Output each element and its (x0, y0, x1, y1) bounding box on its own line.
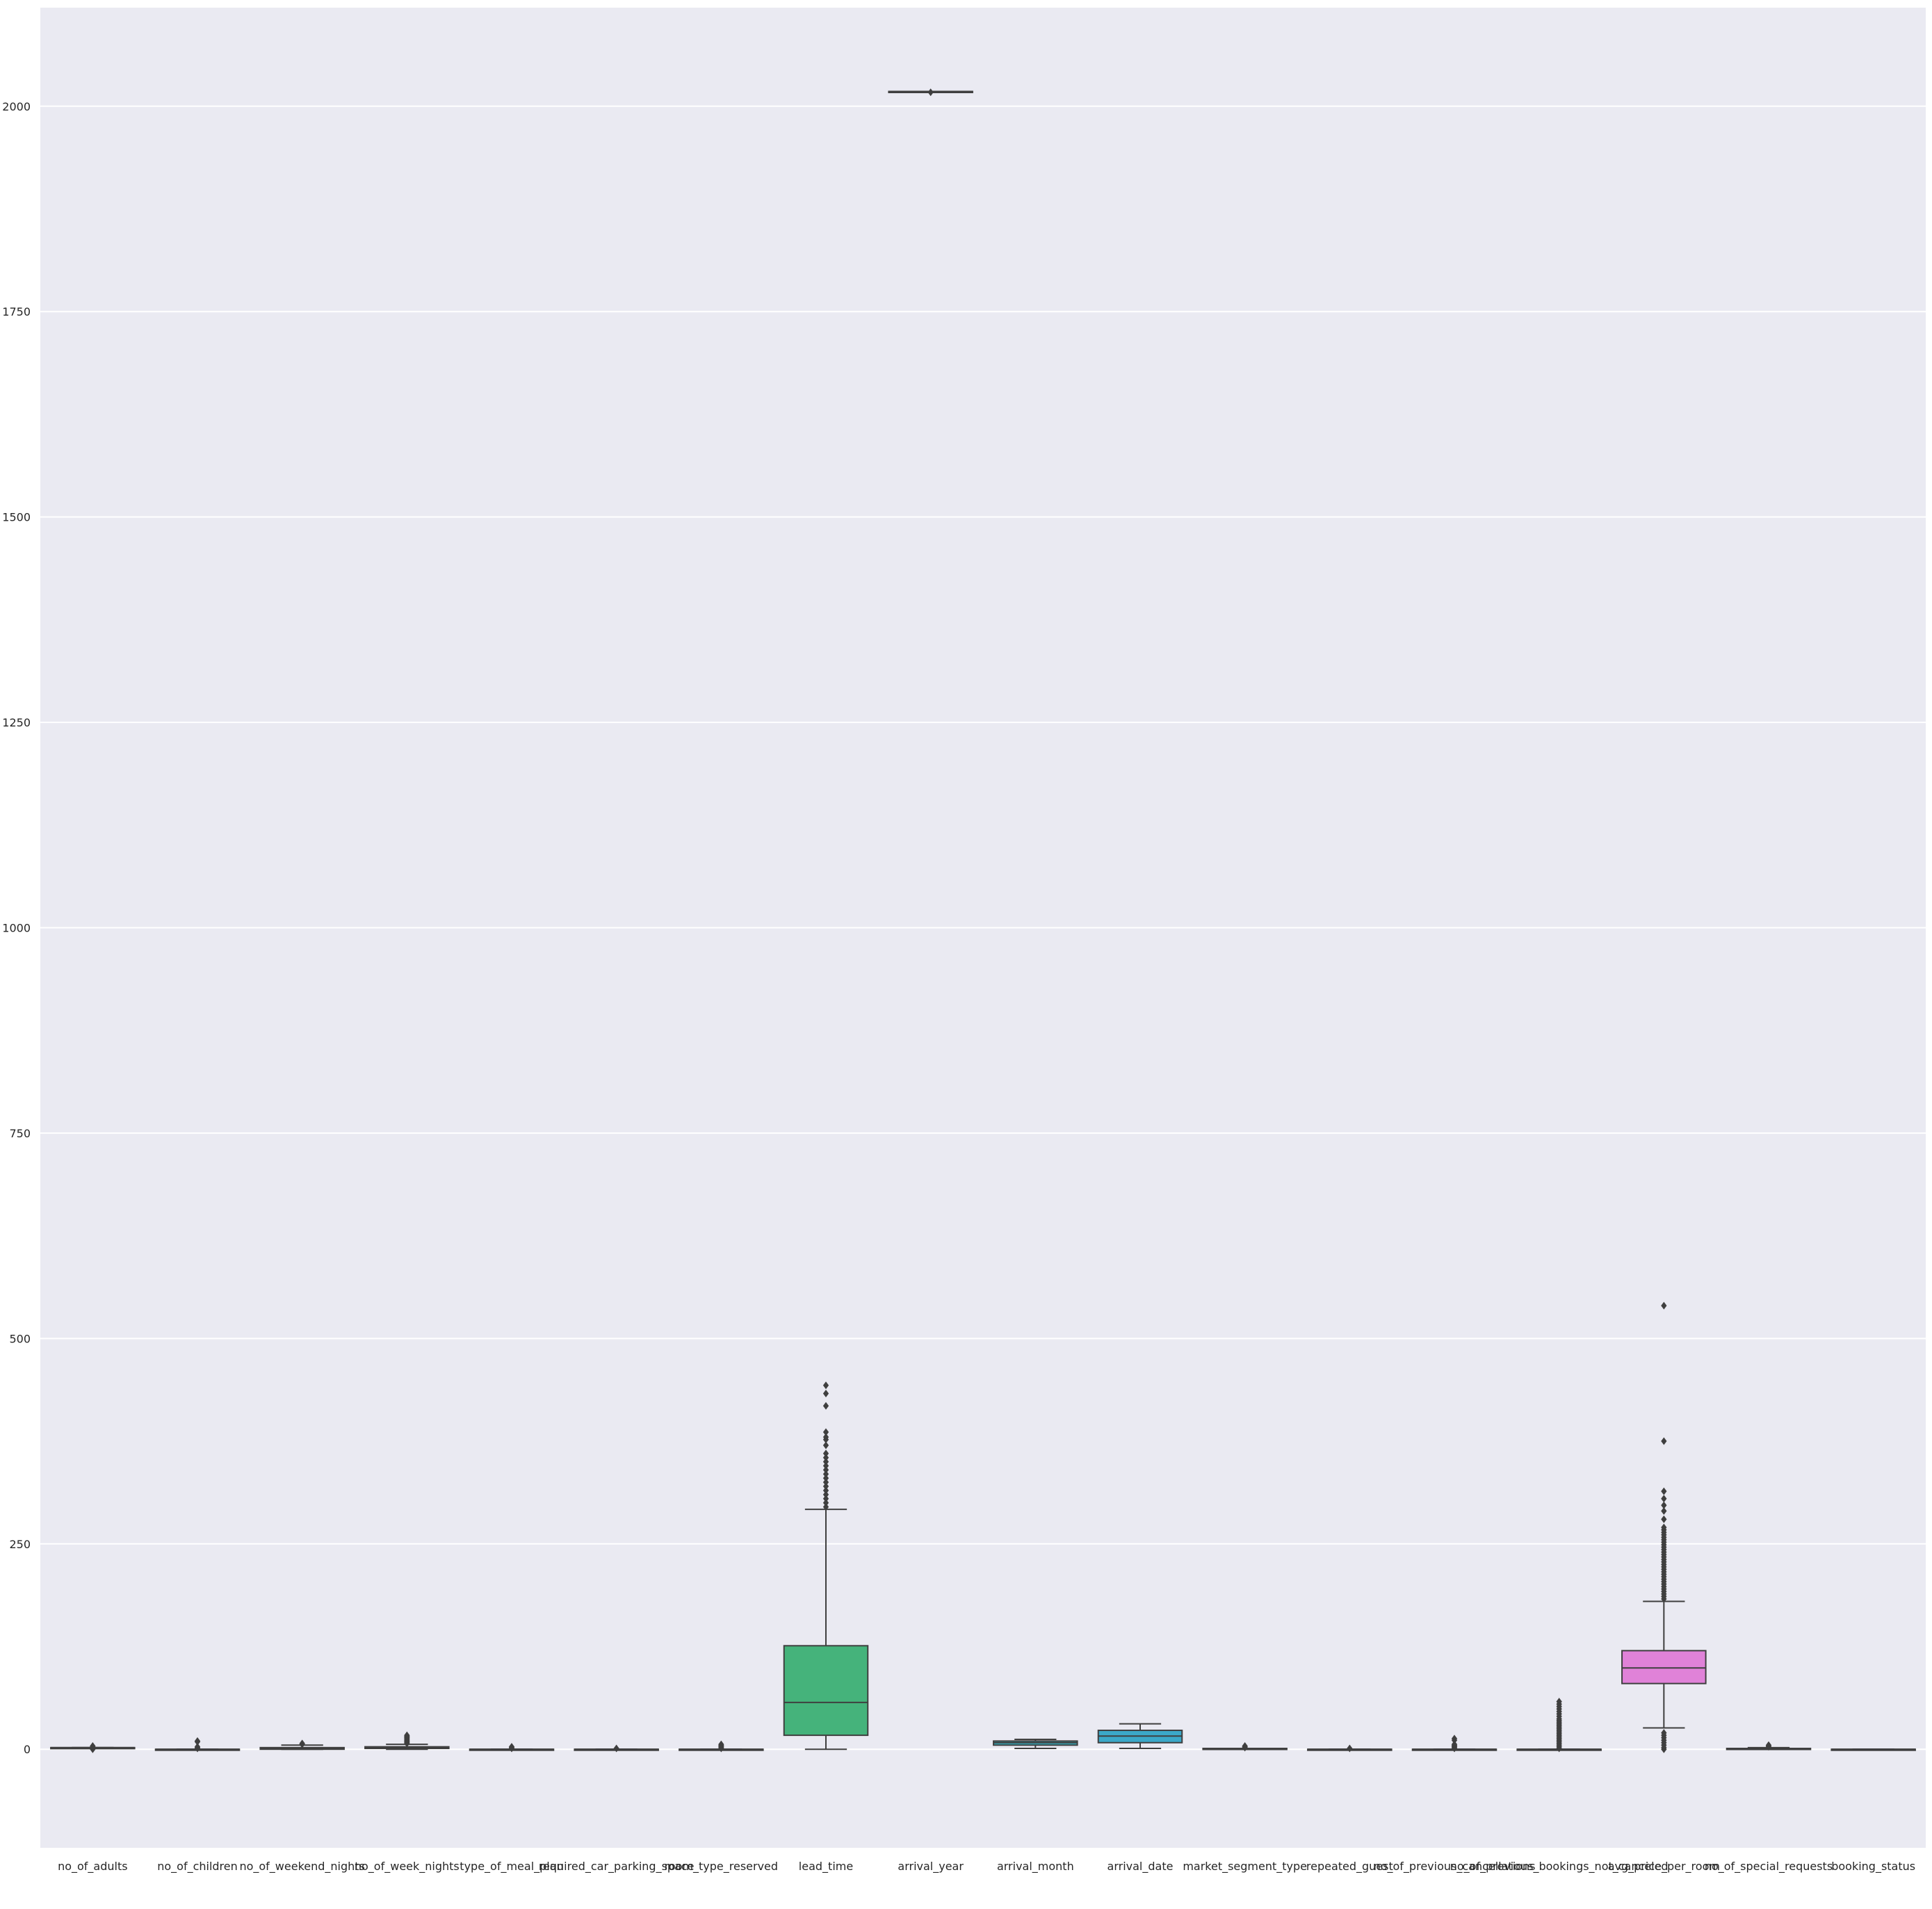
box-group (783, 1381, 869, 1750)
outlier-point (822, 1462, 829, 1470)
x-tick-label: no_of_weekend_nights (239, 1860, 364, 1874)
y-axis-ticks: 0 250 500 750 1000 1250 1500 1750 2000 (2, 100, 31, 1756)
x-tick-label: lead_time (799, 1860, 853, 1874)
y-tick-label: 1000 (2, 922, 31, 935)
y-tick-label: 0 (24, 1743, 31, 1756)
outlier-point (822, 1390, 829, 1398)
outlier-point (1661, 1507, 1667, 1516)
outlier-point (404, 1731, 410, 1739)
box-group (1202, 1741, 1288, 1752)
x-tick-label: no_of_week_nights (355, 1860, 460, 1874)
outlier-point (822, 1486, 829, 1495)
outlier-point (822, 1499, 829, 1507)
x-tick-label: arrival_year (898, 1860, 964, 1874)
x-tick-label: no_of_adults (58, 1860, 128, 1874)
outlier-point (1661, 1523, 1667, 1532)
outlier-point (1556, 1698, 1562, 1706)
box-group (154, 1737, 241, 1753)
y-tick-label: 500 (9, 1332, 31, 1345)
outlier-point (508, 1743, 515, 1751)
outlier-point (822, 1428, 829, 1436)
x-tick-label: arrival_month (997, 1860, 1074, 1874)
outlier-point (822, 1458, 829, 1466)
box-group (1097, 1723, 1183, 1750)
box-group (469, 1743, 555, 1753)
outlier-point (90, 1741, 96, 1750)
x-tick-label: no_of_children (157, 1860, 238, 1874)
box-group (364, 1731, 450, 1750)
y-tick-label: 2000 (2, 100, 31, 113)
outlier-point (1661, 1495, 1667, 1503)
outlier-point (822, 1482, 829, 1490)
box-group (50, 1741, 136, 1753)
box-marks (50, 88, 1916, 1753)
outlier-point (822, 1433, 829, 1441)
outlier-point (1451, 1735, 1458, 1743)
y-tick-label: 1500 (2, 511, 31, 524)
x-tick-label: booking_status (1831, 1860, 1915, 1874)
outlier-point (822, 1478, 829, 1486)
outlier-point (822, 1381, 829, 1390)
outlier-point (613, 1744, 619, 1753)
box-group (679, 1740, 764, 1753)
y-tick-label: 250 (9, 1538, 31, 1551)
outlier-point (1661, 1515, 1667, 1523)
box-iqr (783, 1645, 869, 1737)
box-group (1307, 1744, 1393, 1753)
outlier-point (822, 1503, 829, 1511)
outlier-point (1661, 1729, 1667, 1737)
x-tick-label: required_car_parking_space (539, 1860, 695, 1874)
outlier-point (1661, 1437, 1667, 1445)
outlier-point (1765, 1741, 1772, 1749)
outlier-point (194, 1737, 201, 1745)
outlier-point (822, 1474, 829, 1482)
y-tick-label: 1750 (2, 305, 31, 318)
outlier-point (822, 1454, 829, 1462)
box-group (888, 88, 973, 97)
box-group (993, 1739, 1078, 1750)
outlier-point (1242, 1741, 1248, 1750)
outlier-point (822, 1490, 829, 1499)
outlier-point (822, 1449, 829, 1458)
box-iqr (1621, 1650, 1707, 1684)
y-tick-label: 1250 (2, 716, 31, 729)
outlier-point (299, 1739, 305, 1748)
outlier-point (718, 1740, 724, 1748)
outlier-point (1661, 1487, 1667, 1495)
x-tick-label: no_of_previous_bookings_not_canceled (1450, 1860, 1669, 1874)
box-group (1621, 1301, 1707, 1753)
outlier-point (927, 88, 934, 97)
box-group (1830, 1748, 1916, 1751)
outlier-point (822, 1495, 829, 1503)
outlier-point (1347, 1744, 1353, 1753)
x-tick-label: avg_price_per_room (1608, 1860, 1720, 1874)
x-tick-label: type_of_meal_plan (460, 1860, 563, 1874)
x-tick-label: repeated_guest (1306, 1860, 1393, 1874)
outlier-point (1661, 1501, 1667, 1509)
x-axis-ticks: no_of_adults no_of_children no_of_weekend_… (58, 1860, 1915, 1874)
box-group (1516, 1698, 1602, 1753)
gridlines (40, 105, 1926, 1750)
outlier-point (822, 1465, 829, 1474)
box-group (259, 1739, 345, 1750)
x-tick-label: no_of_special_requests (1705, 1860, 1833, 1874)
x-tick-label: no_of_previous_cancellations (1374, 1860, 1536, 1874)
x-tick-label: room_type_reserved (665, 1860, 778, 1874)
outlier-point (194, 1743, 201, 1751)
box-group (574, 1744, 659, 1753)
y-tick-label: 750 (9, 1127, 31, 1140)
outlier-point (1661, 1301, 1667, 1310)
x-tick-label: market_segment_type (1183, 1860, 1307, 1874)
outlier-point (822, 1441, 829, 1449)
x-tick-label: arrival_date (1107, 1860, 1174, 1874)
outlier-point (1451, 1740, 1458, 1748)
outlier-point (822, 1402, 829, 1410)
outlier-point (822, 1470, 829, 1478)
box-group (1726, 1741, 1812, 1751)
box-group (1411, 1735, 1497, 1753)
